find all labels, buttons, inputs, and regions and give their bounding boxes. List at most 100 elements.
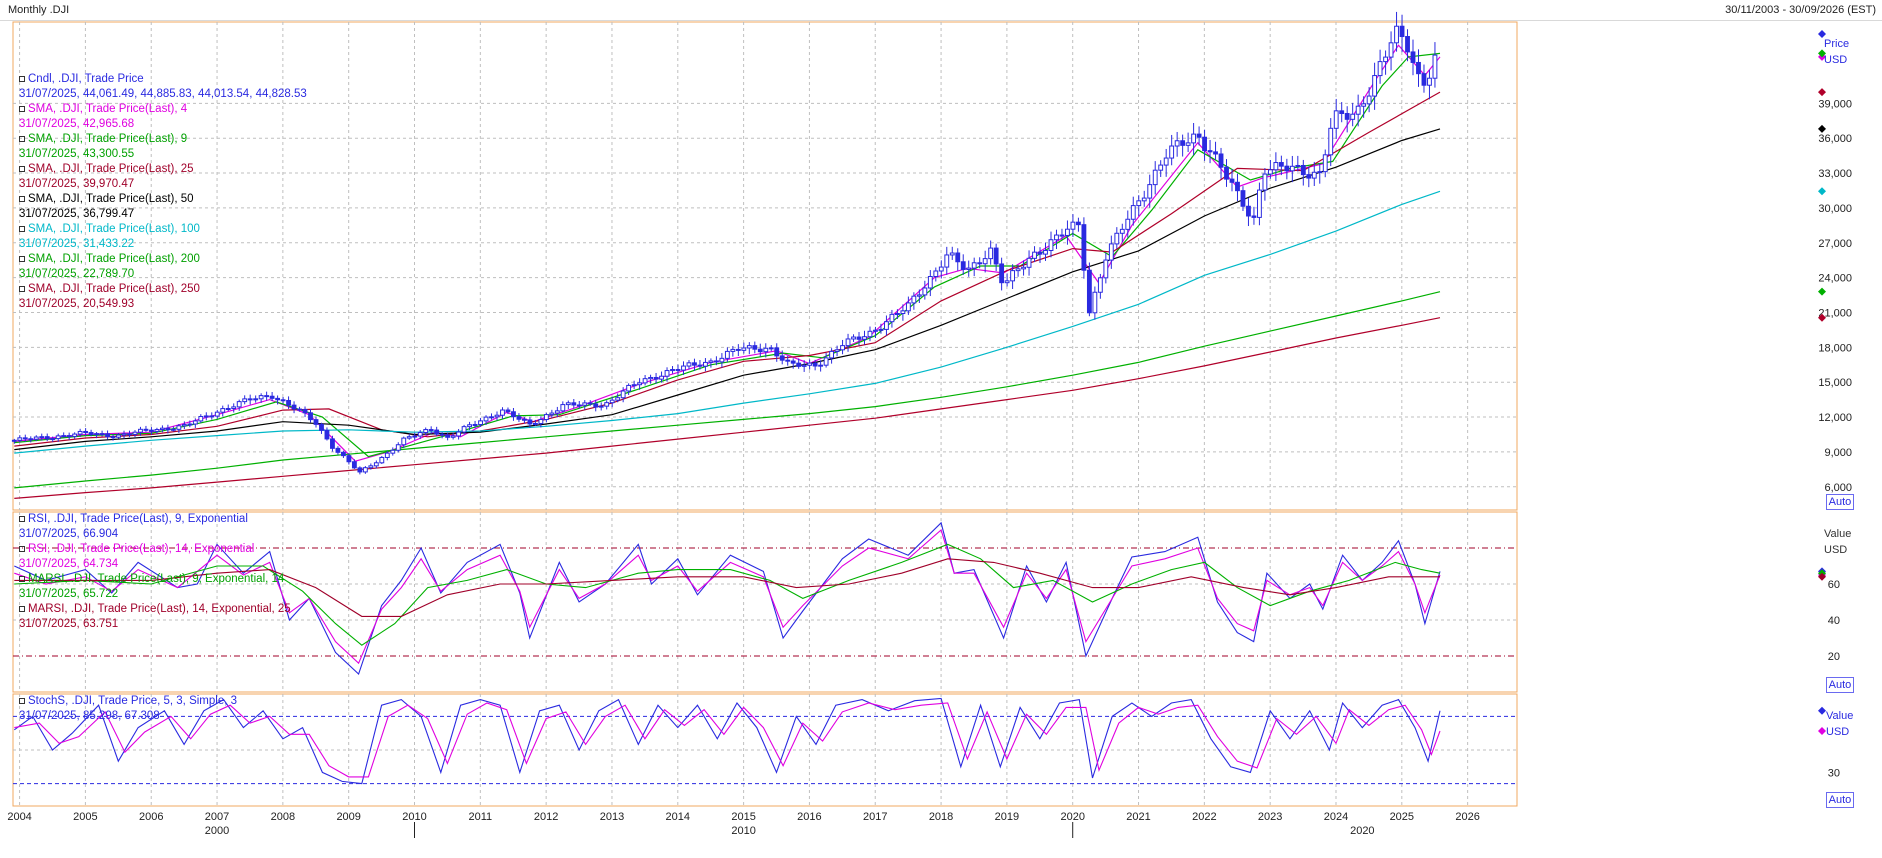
legend-entry[interactable]: SMA, .DJI, Trade Price(Last), 25 — [19, 162, 307, 177]
legend-name: MARSI, .DJI, Trade Price(Last), 14, Expo… — [28, 603, 291, 615]
x-tick-label: 2007 — [205, 811, 229, 823]
candle-body — [1202, 136, 1207, 152]
candle-body — [988, 247, 994, 260]
candle-body — [1059, 234, 1065, 237]
x-tick-label: 2009 — [336, 811, 360, 823]
candle-body — [1262, 173, 1268, 191]
candle-body — [1103, 259, 1109, 279]
candle-body — [642, 378, 648, 384]
candle-body — [121, 433, 127, 436]
candle-body — [1235, 181, 1240, 192]
candle-body — [1229, 178, 1235, 183]
candle-body — [549, 412, 555, 416]
legend-entry[interactable]: RSI, .DJI, Trade Price(Last), 9, Exponen… — [19, 512, 291, 527]
legend-name: MARSI, .DJI, Trade Price(Last), 9, Expon… — [28, 573, 285, 585]
candle-body — [116, 434, 121, 438]
legend-entry[interactable]: SMA, .DJI, Trade Price(Last), 250 — [19, 282, 307, 297]
candle-body — [949, 252, 955, 256]
candle-body — [823, 357, 829, 366]
candle-body — [845, 338, 851, 347]
candle-body — [785, 359, 791, 362]
rsi-legend: RSI, .DJI, Trade Price(Last), 9, Exponen… — [19, 512, 291, 632]
x-tick-label: 2020 — [1060, 811, 1084, 823]
candle-body — [428, 429, 434, 432]
candle-body — [308, 412, 313, 421]
candle-body — [763, 347, 769, 353]
legend-entry[interactable]: SMA, .DJI, Trade Price(Last), 50 — [19, 192, 307, 207]
x-tick-label: 2019 — [995, 811, 1019, 823]
candle-body — [807, 362, 813, 366]
stoch-tick-label: 30 — [1828, 767, 1840, 779]
price-marker — [1818, 49, 1826, 58]
candle-body — [1394, 25, 1399, 44]
candle-body — [39, 436, 45, 439]
legend-entry[interactable]: SMA, .DJI, Trade Price(Last), 100 — [19, 222, 307, 237]
candle-body — [1350, 113, 1356, 120]
candle-body — [1092, 291, 1098, 314]
candle-body — [966, 267, 972, 270]
y-tick-label: 27,000 — [1818, 238, 1852, 250]
grid — [13, 22, 1517, 806]
candle-body — [1174, 140, 1180, 147]
stoch-legend: StochS, .DJI, Trade Price, 5, 3, Simple,… — [19, 694, 237, 724]
candle-body — [960, 261, 966, 270]
candle-body — [878, 328, 884, 331]
legend-entry[interactable]: MARSI, .DJI, Trade Price(Last), 9, Expon… — [19, 572, 291, 587]
legend-value: 31/07/2025, 39,970.47 — [19, 178, 135, 190]
price-marker — [1818, 124, 1826, 133]
candle-body — [61, 435, 67, 438]
stoch-auto-button[interactable]: Auto — [1826, 792, 1854, 808]
candle-body — [587, 402, 593, 405]
candle-body — [1410, 51, 1416, 63]
candle-body — [1158, 164, 1164, 171]
candle-body — [203, 415, 209, 418]
candle-body — [302, 409, 308, 414]
candle-body — [269, 395, 275, 399]
legend-entry[interactable]: StochS, .DJI, Trade Price, 5, 3, Simple,… — [19, 694, 237, 709]
candle-body — [713, 360, 719, 363]
legend-entry[interactable]: MARSI, .DJI, Trade Price(Last), 14, Expo… — [19, 602, 291, 617]
candle-body — [1185, 142, 1191, 146]
axes: 2004 2005 2006 2007 2008 2009 2010 2011 2012 2013… — [7, 98, 1852, 838]
candle-body — [977, 262, 983, 265]
candle-body — [576, 404, 582, 407]
candle-body — [724, 350, 730, 359]
candle-body — [538, 419, 544, 424]
candle-body — [1048, 239, 1054, 251]
stoch-marker — [1818, 706, 1826, 715]
legend-entry[interactable]: SMA, .DJI, Trade Price(Last), 200 — [19, 252, 307, 267]
candle-body — [149, 429, 154, 432]
candle-body — [631, 384, 637, 387]
legend-entry[interactable]: SMA, .DJI, Trade Price(Last), 9 — [19, 132, 307, 147]
legend-entry[interactable]: RSI, .DJI, Trade Price(Last), 14, Expone… — [19, 542, 291, 557]
candle-body — [1125, 218, 1131, 230]
candle-body — [1267, 169, 1273, 175]
price-marker — [1818, 30, 1826, 38]
rsi-auto-button[interactable]: Auto — [1826, 677, 1854, 693]
candle-body — [565, 402, 571, 406]
candle-body — [55, 435, 61, 440]
candle-body — [406, 436, 412, 439]
legend-entry[interactable]: SMA, .DJI, Trade Price(Last), 4 — [19, 102, 307, 117]
price-auto-button[interactable]: Auto — [1826, 494, 1854, 510]
candle-body — [83, 430, 89, 434]
candle-body — [768, 347, 774, 350]
legend-name: RSI, .DJI, Trade Price(Last), 9, Exponen… — [28, 513, 248, 525]
x-tick-label: 2021 — [1126, 811, 1150, 823]
candle-body — [11, 439, 17, 442]
rsi-axis-title: Value — [1824, 528, 1852, 540]
candle-body — [911, 295, 917, 304]
candle-body — [44, 436, 50, 440]
legend-entry[interactable]: Cndl, .DJI, Trade Price — [19, 72, 307, 87]
candle-body — [1021, 266, 1026, 270]
candle-body — [1032, 251, 1037, 259]
stochastic-lines — [13, 697, 1441, 785]
candle-body — [675, 369, 681, 372]
candle-body — [373, 462, 379, 467]
candle-body — [247, 398, 253, 401]
y-tick-label: 18,000 — [1818, 342, 1852, 354]
legend-value: 31/07/2025, 22,789.70 — [19, 268, 135, 280]
candle-body — [280, 399, 286, 402]
legend-swatch-icon — [19, 225, 25, 232]
candle-body — [154, 429, 160, 432]
